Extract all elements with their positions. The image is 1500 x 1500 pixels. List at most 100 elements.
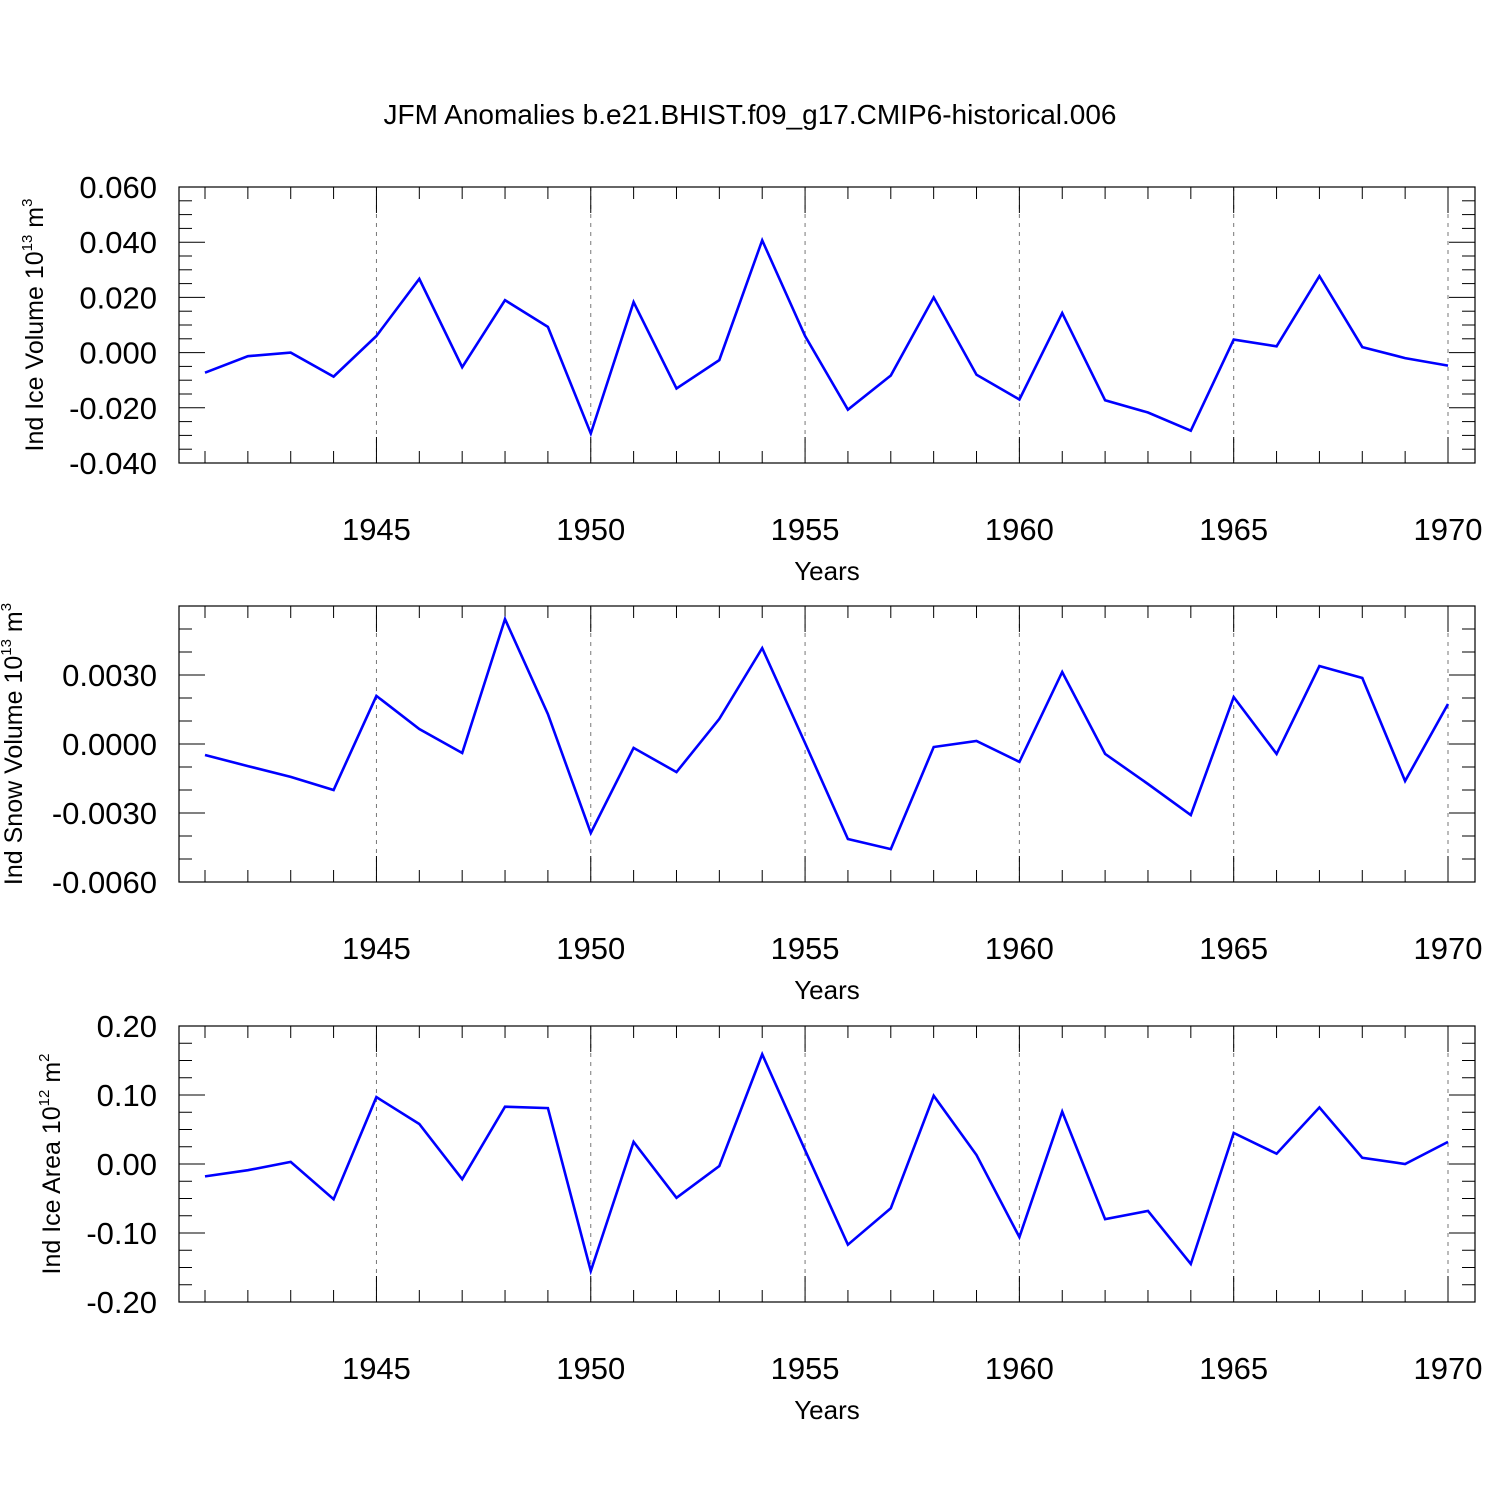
y-axis-label: Ind Snow Volume 1013 m3	[0, 603, 28, 885]
data-point	[1275, 1152, 1277, 1154]
data-point	[1190, 1263, 1192, 1265]
data-point	[804, 1149, 806, 1151]
ylabel-exponent: 12	[36, 1090, 53, 1107]
data-point	[761, 239, 763, 241]
ylabel-exponent: 13	[0, 639, 15, 656]
data-point	[1147, 1210, 1149, 1212]
data-point	[204, 1175, 206, 1177]
data-point	[1318, 665, 1320, 667]
x-tick-label: 1970	[1414, 931, 1483, 966]
panel-1: -0.040 -0.020 0.000 0.020 0.040 0.060 1945 1950…	[19, 170, 1482, 586]
y-tick-label: 0.000	[79, 336, 157, 371]
x-tick-label: 1950	[556, 1351, 625, 1386]
data-point	[1147, 411, 1149, 413]
x-tick-label: 1970	[1414, 1351, 1483, 1386]
ylabel-unit: m	[0, 611, 28, 639]
y-tick-label: 0.20	[97, 1009, 157, 1044]
data-point	[1318, 1106, 1320, 1108]
data-point	[761, 1053, 763, 1055]
data-point	[1275, 345, 1277, 347]
data-point	[418, 278, 420, 280]
data-point	[847, 409, 849, 411]
data-point	[1190, 814, 1192, 816]
y-axis-label: Ind Ice Volume 1013 m3	[19, 199, 49, 452]
data-point	[890, 1207, 892, 1209]
data-point	[675, 1197, 677, 1199]
ylabel-unit-exponent: 2	[36, 1054, 53, 1062]
data-point	[247, 1169, 249, 1171]
data-point	[204, 754, 206, 756]
x-tick-label: 1945	[342, 1351, 411, 1386]
series-line	[204, 236, 1449, 438]
x-tick-label: 1965	[1199, 1351, 1268, 1386]
y-axis-label: Ind Ice Area 1012 m2	[36, 1054, 66, 1275]
data-point	[1104, 753, 1106, 755]
data-point	[290, 351, 292, 353]
ylabel-text: Ind Snow Volume 10	[0, 656, 28, 885]
data-point	[418, 728, 420, 730]
data-point	[1232, 338, 1234, 340]
data-point	[504, 618, 506, 620]
data-point	[890, 848, 892, 850]
plot-frame	[178, 1025, 1476, 1303]
data-point	[332, 1198, 334, 1200]
data-point	[547, 713, 549, 715]
data-point	[1018, 398, 1020, 400]
x-tick-label: 1960	[985, 931, 1054, 966]
data-point	[1232, 696, 1234, 698]
chart-panels: -0.040 -0.020 0.000 0.020 0.040 0.060 1945 1950…	[0, 170, 1482, 1425]
y-tick-label: -0.040	[69, 446, 157, 481]
data-point	[675, 387, 677, 389]
data-point	[290, 776, 292, 778]
y-tick-label: 0.0030	[62, 658, 157, 693]
data-point	[1061, 671, 1063, 673]
ylabel-exponent: 13	[19, 235, 36, 252]
data-point	[1061, 312, 1063, 314]
data-point	[547, 326, 549, 328]
data-point	[761, 647, 763, 649]
data-point	[590, 1270, 592, 1272]
data-point	[247, 765, 249, 767]
x-axis-label: Years	[794, 975, 860, 1005]
x-tick-label: 1960	[985, 1351, 1054, 1386]
series-line	[204, 615, 1450, 851]
x-tick-label: 1950	[556, 931, 625, 966]
x-axis-label: Years	[794, 1395, 860, 1425]
y-tick-label: 0.10	[97, 1078, 157, 1113]
y-tick-label: -0.20	[86, 1285, 157, 1320]
data-point	[590, 832, 592, 834]
data-point	[932, 746, 934, 748]
data-point	[932, 1094, 934, 1096]
data-point	[804, 335, 806, 337]
data-point	[504, 1106, 506, 1108]
ylabel-unit-exponent: 3	[0, 603, 15, 611]
data-point	[718, 1165, 720, 1167]
data-point	[932, 296, 934, 298]
ylabel-unit: m	[21, 207, 49, 235]
x-tick-label: 1970	[1414, 512, 1483, 547]
y-tick-label: 0.00	[97, 1147, 157, 1182]
data-point	[804, 742, 806, 744]
data-point	[975, 373, 977, 375]
y-tick-label: -0.020	[69, 391, 157, 426]
data-point	[332, 375, 334, 377]
ylabel-unit-exponent: 3	[19, 199, 36, 207]
data-point	[1190, 430, 1192, 432]
y-tick-label: 0.060	[79, 170, 157, 205]
x-tick-label: 1955	[771, 931, 840, 966]
data-point	[1447, 703, 1449, 705]
data-point	[847, 838, 849, 840]
data-point	[461, 752, 463, 754]
data-point	[1447, 364, 1449, 366]
data-point	[718, 359, 720, 361]
ylabel-text: Ind Ice Volume 10	[21, 251, 49, 451]
x-axis-label: Years	[794, 556, 860, 586]
data-point	[332, 789, 334, 791]
y-tick-label: 0.020	[79, 280, 157, 315]
data-point	[1018, 761, 1020, 763]
data-point	[375, 1096, 377, 1098]
x-tick-label: 1955	[771, 512, 840, 547]
data-point	[504, 299, 506, 301]
data-point	[375, 695, 377, 697]
data-point	[718, 718, 720, 720]
